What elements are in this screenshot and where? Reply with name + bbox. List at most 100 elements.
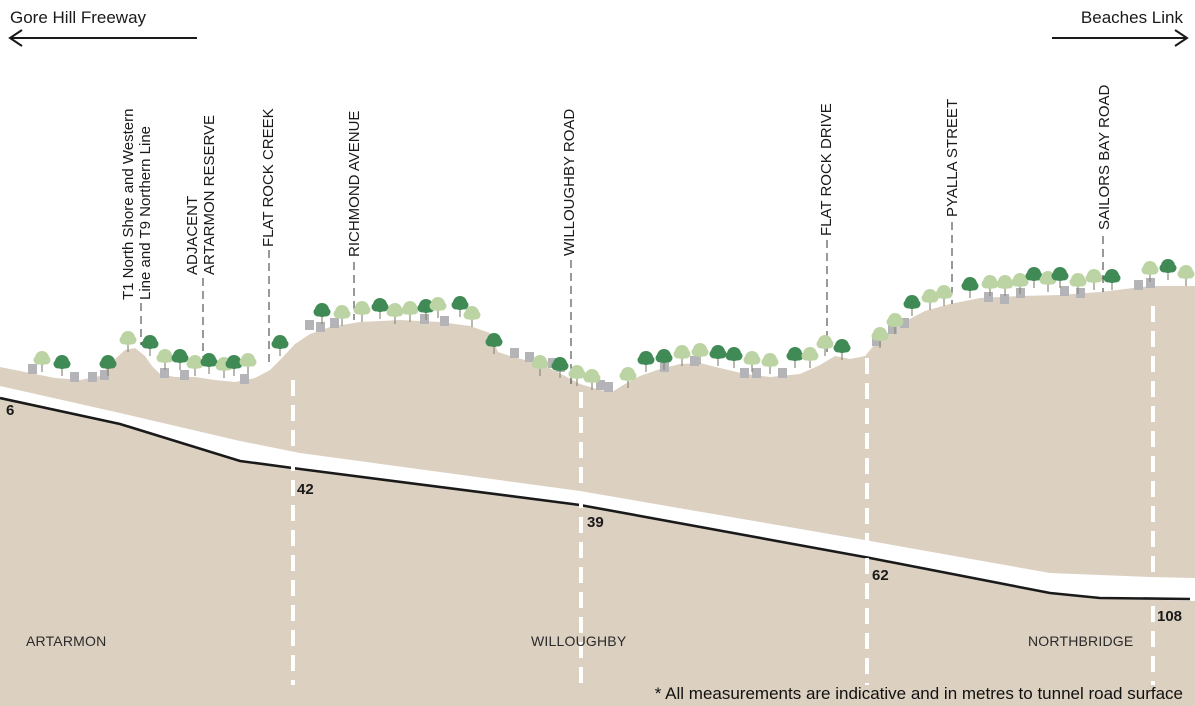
- tree-icon: [871, 327, 889, 348]
- tree-icon: [171, 349, 189, 370]
- tree-icon: [551, 357, 569, 378]
- suburb-willoughby: WILLOUGHBY: [531, 633, 627, 649]
- building: [70, 372, 79, 382]
- tree-icon: [1177, 265, 1195, 286]
- tree-icon: [637, 351, 655, 372]
- tree-icon: [761, 353, 779, 374]
- building: [240, 374, 249, 384]
- tree-icon: [1159, 259, 1177, 280]
- tree-icon: [271, 335, 289, 356]
- tree-icon: [333, 305, 351, 326]
- tree-icon: [239, 353, 257, 374]
- building: [316, 322, 325, 332]
- tree-icon: [568, 365, 586, 386]
- tree-icon: [743, 351, 761, 372]
- depth-label: 62: [872, 567, 889, 584]
- tree-icon: [225, 355, 243, 376]
- tree-icon: [786, 347, 804, 368]
- tree-icon: [801, 347, 819, 368]
- building: [330, 318, 339, 328]
- tree-icon: [485, 333, 503, 354]
- building: [28, 364, 37, 374]
- building: [1000, 294, 1009, 304]
- building: [420, 314, 429, 324]
- willoughby-road-label: WILLOUGHBY ROAD: [561, 108, 578, 256]
- tree-icon: [619, 367, 637, 388]
- tree-icon: [816, 335, 834, 356]
- arrow-right-icon: [1052, 29, 1189, 47]
- tree-icon: [961, 277, 979, 298]
- richmond-avenue-label: RICHMOND AVENUE: [346, 110, 363, 257]
- tree-icon: [1141, 261, 1159, 282]
- tree-icon: [996, 275, 1014, 296]
- building: [604, 382, 613, 392]
- tree-icon: [429, 297, 447, 318]
- tree-icon: [833, 339, 851, 360]
- tree-icon: [463, 306, 481, 327]
- leader-lines: [140, 222, 1104, 384]
- tree-icon: [1025, 267, 1043, 288]
- tree-icon: [401, 301, 419, 322]
- tree-icon: [141, 335, 159, 356]
- tree-icon: [353, 301, 371, 322]
- tree-icon: [371, 298, 389, 319]
- building: [305, 320, 314, 330]
- footnote: * All measurements are indicative and in…: [654, 684, 1183, 703]
- tree-icon: [1051, 267, 1069, 288]
- building: [548, 358, 557, 368]
- tree-icon: [583, 369, 601, 390]
- suburb-northbridge: NORTHBRIDGE: [1028, 633, 1134, 649]
- building: [984, 292, 993, 302]
- building: [160, 368, 169, 378]
- building: [596, 380, 605, 390]
- building: [180, 370, 189, 380]
- tree-icon: [709, 345, 727, 366]
- building: [888, 324, 897, 334]
- depth-label: 108: [1157, 608, 1183, 625]
- tree-icon: [99, 355, 117, 376]
- building: [690, 356, 699, 366]
- building: [525, 352, 534, 362]
- tree-icon: [200, 353, 218, 374]
- depth-label: 42: [297, 481, 314, 498]
- building: [100, 370, 109, 380]
- building: [1076, 288, 1085, 298]
- tree-icon: [1103, 269, 1121, 290]
- building: [440, 316, 449, 326]
- trees: [33, 259, 1195, 390]
- tree-icon: [655, 349, 673, 370]
- building: [1060, 286, 1069, 296]
- depth-label: 6: [6, 402, 15, 419]
- tree-icon: [186, 355, 204, 376]
- beaches-link-label: Beaches Link: [1080, 8, 1183, 27]
- building: [510, 348, 519, 358]
- tunnel-band: [0, 386, 1195, 601]
- building: [88, 372, 97, 382]
- tree-icon: [903, 295, 921, 316]
- gore-hill-freeway-label: Gore Hill Freeway: [10, 8, 147, 27]
- pyalla-street-label: PYALLA STREET: [944, 98, 961, 217]
- sailors-bay-road-label: SAILORS BAY ROAD: [1096, 84, 1113, 230]
- building: [740, 368, 749, 378]
- flat-rock-creek-label: FLAT ROCK CREEK: [260, 108, 277, 247]
- rail-line-label: T1 North Shore and Western Line and T9 No…: [120, 108, 154, 300]
- tree-icon: [921, 289, 939, 310]
- building: [778, 368, 787, 378]
- building: [872, 336, 881, 346]
- tree-icon: [156, 349, 174, 370]
- tree-icon: [1069, 273, 1087, 294]
- depth-label: 39: [587, 514, 604, 531]
- artarmon-reserve-label: ADJACENT ARTARMON RESERVE: [184, 114, 218, 275]
- tree-icon: [935, 285, 953, 306]
- tree-icon: [451, 296, 469, 317]
- tree-icon: [886, 313, 904, 334]
- tree-icon: [691, 343, 709, 364]
- section-cut-lines: [291, 306, 1155, 685]
- flat-rock-drive-label: FLAT ROCK DRIVE: [818, 103, 835, 236]
- tree-icon: [981, 275, 999, 296]
- tree-icon: [725, 347, 743, 368]
- tree-icon: [53, 355, 71, 376]
- tree-icon: [1085, 269, 1103, 290]
- building: [752, 368, 761, 378]
